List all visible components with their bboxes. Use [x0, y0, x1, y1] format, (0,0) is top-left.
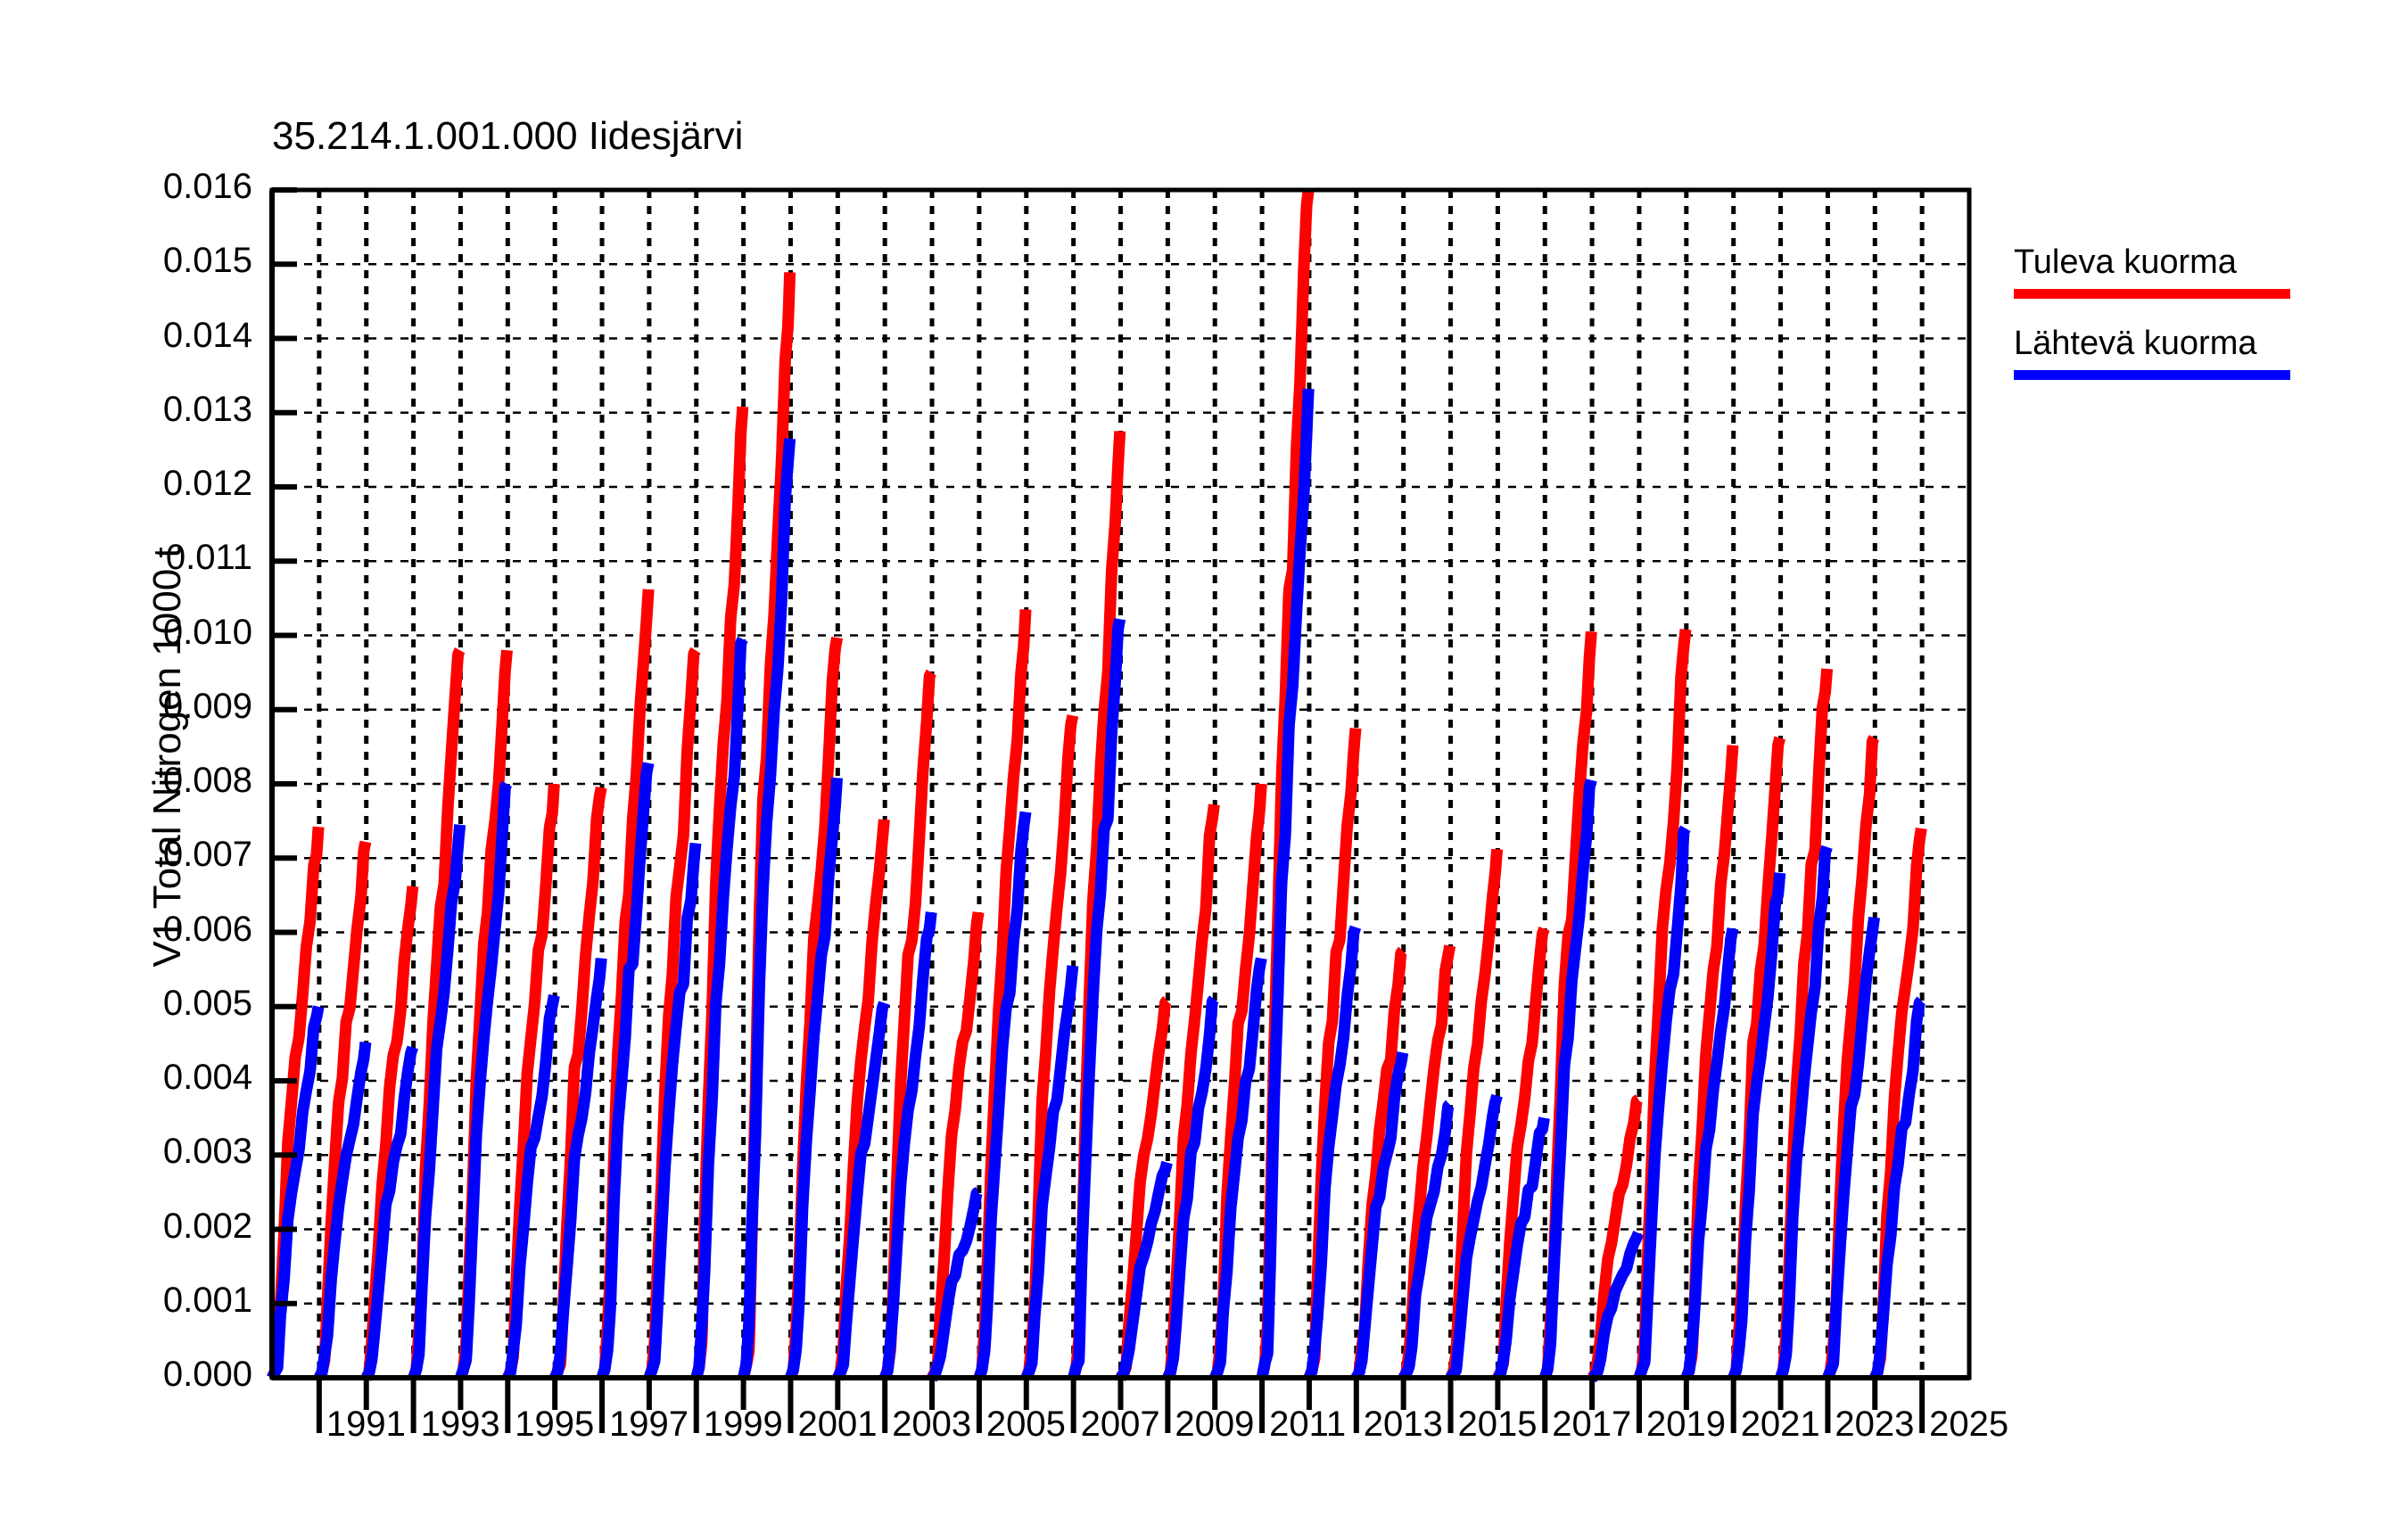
- x-axis-tick-label: 1995: [515, 1405, 595, 1444]
- series-year-curve: [1539, 775, 1597, 1383]
- chart-legend: Tuleva kuorma Lähtevä kuorma: [2014, 243, 2379, 405]
- y-axis-tick-label: 0.004: [162, 1058, 252, 1097]
- series-year-curve: [1115, 1158, 1173, 1383]
- series-year-curve: [549, 956, 607, 1383]
- series-year-curve: [502, 992, 560, 1383]
- y-axis-tick-label: 0.005: [162, 983, 252, 1023]
- series-year-curve: [408, 823, 466, 1383]
- series-year-curve: [879, 910, 937, 1383]
- x-axis-tick-label: 1999: [703, 1405, 783, 1444]
- y-axis-tick-label: 0.003: [162, 1132, 252, 1172]
- page-title: 35.214.1.001.000 Iidesjärvi: [272, 114, 744, 158]
- legend-label-tuleva-kuorma: Tuleva kuorma: [2014, 243, 2237, 281]
- series-year-curve: [927, 909, 985, 1383]
- series-year-curve: [1162, 993, 1220, 1383]
- x-axis-tick-label: 2003: [892, 1405, 972, 1444]
- x-axis-tick-label: 2019: [1645, 1405, 1726, 1444]
- series-year-curve: [973, 809, 1032, 1383]
- x-axis-tick-label: 2005: [985, 1405, 1066, 1444]
- x-axis-tick-label: 2023: [1835, 1405, 1915, 1444]
- x-axis-tick-label: 2025: [1929, 1405, 2009, 1444]
- x-axis-tick-label: 1997: [609, 1405, 689, 1444]
- legend-item-lahteva-kuorma[interactable]: Lähtevä kuorma: [2014, 324, 2379, 380]
- series-year-curve: [1633, 823, 1692, 1383]
- series-year-curve: [1398, 1099, 1456, 1383]
- legend-swatch-lahteva-kuorma: [2014, 370, 2290, 380]
- series-year-curve: [1256, 388, 1315, 1382]
- series-year-curve: [1869, 995, 1927, 1383]
- series-year-curve: [455, 779, 513, 1383]
- series-lahteva-kuorma: [266, 388, 1927, 1384]
- x-axis-tick-label: 2009: [1175, 1405, 1255, 1444]
- x-axis-tick-label: 2021: [1740, 1405, 1820, 1444]
- legend-swatch-tuleva-kuorma: [2014, 289, 2290, 299]
- series-year-curve: [1680, 925, 1739, 1383]
- series-year-curve: [832, 998, 890, 1383]
- series-year-curve: [1587, 1228, 1645, 1384]
- series-year-curve: [360, 1042, 419, 1383]
- series-year-curve: [1350, 1049, 1409, 1383]
- x-axis-tick-label: 2001: [797, 1405, 878, 1444]
- y-axis-tick-label: 0.008: [162, 761, 252, 800]
- grid-lines: [272, 190, 1969, 1378]
- y-axis-tick-label: 0.014: [162, 315, 252, 355]
- y-axis-tick-label: 0.013: [162, 389, 252, 429]
- series-year-curve: [1728, 871, 1786, 1383]
- x-axis-tick-label: 2007: [1080, 1405, 1160, 1444]
- x-axis-tick-label: 2015: [1457, 1405, 1538, 1444]
- series-year-curve: [1822, 914, 1880, 1383]
- axis-ticks: [272, 187, 1926, 1433]
- series-year-curve: [1068, 615, 1126, 1382]
- y-axis-tick-label: 0.006: [162, 909, 252, 949]
- y-axis-tick-label: 0.009: [162, 686, 252, 726]
- x-axis-tick-label: 2017: [1552, 1405, 1632, 1444]
- series-year-curve: [1492, 1114, 1550, 1383]
- x-axis-tick-label: 2013: [1363, 1405, 1443, 1444]
- series-year-curve: [1445, 1091, 1503, 1383]
- series-year-curve: [266, 1002, 325, 1383]
- series-year-curve: [1303, 922, 1362, 1383]
- y-axis-tick-label: 0.001: [162, 1280, 252, 1320]
- data-series: [266, 187, 1927, 1384]
- legend-item-tuleva-kuorma[interactable]: Tuleva kuorma: [2014, 243, 2379, 299]
- x-axis-tick-label: 1991: [326, 1405, 406, 1444]
- series-year-curve: [313, 1040, 372, 1383]
- y-axis-tick-label: 0.015: [162, 241, 252, 281]
- y-axis-tick-label: 0.007: [162, 835, 252, 875]
- series-year-curve: [596, 759, 655, 1383]
- series-year-curve: [1020, 963, 1079, 1383]
- x-axis-tick-label: 1993: [420, 1405, 500, 1444]
- y-axis-tick-label: 0.000: [162, 1355, 252, 1394]
- series-year-curve: [690, 634, 748, 1382]
- series-year-curve: [785, 777, 843, 1383]
- y-axis-tick-label: 0.002: [162, 1206, 252, 1246]
- series-year-curve: [738, 437, 796, 1382]
- series-year-curve: [1209, 954, 1267, 1383]
- series-year-curve: [1775, 842, 1833, 1383]
- series-year-curve: [643, 841, 702, 1383]
- series-year-curve: [927, 1186, 985, 1384]
- y-axis-tick-label: 0.010: [162, 612, 252, 652]
- x-axis-tick-label: 2011: [1269, 1405, 1347, 1444]
- legend-label-lahteva-kuorma: Lähtevä kuorma: [2014, 325, 2257, 362]
- y-axis-tick-label: 0.012: [162, 464, 252, 503]
- y-axis-tick-label: 0.011: [165, 538, 252, 578]
- y-axis-tick-label: 0.016: [162, 167, 252, 206]
